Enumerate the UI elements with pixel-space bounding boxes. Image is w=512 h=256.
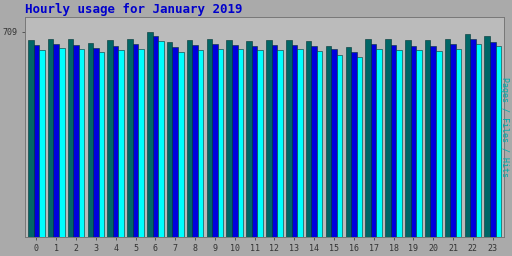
Bar bbox=[187, 40, 193, 237]
Bar bbox=[178, 52, 184, 237]
Bar bbox=[425, 40, 431, 237]
Bar bbox=[496, 46, 501, 237]
Y-axis label: Pages / Files / Hits: Pages / Files / Hits bbox=[500, 77, 509, 177]
Bar bbox=[34, 45, 39, 237]
Bar bbox=[337, 55, 343, 237]
Bar bbox=[391, 45, 396, 237]
Bar bbox=[317, 51, 323, 237]
Bar bbox=[258, 50, 263, 237]
Bar bbox=[476, 44, 481, 237]
Bar bbox=[238, 49, 243, 237]
Bar bbox=[118, 50, 124, 237]
Bar bbox=[456, 49, 461, 237]
Bar bbox=[246, 41, 252, 237]
Bar bbox=[158, 41, 164, 237]
Bar bbox=[79, 49, 84, 237]
Bar bbox=[272, 45, 277, 237]
Bar bbox=[113, 46, 118, 237]
Bar bbox=[226, 40, 232, 237]
Bar bbox=[396, 50, 402, 237]
Bar bbox=[133, 44, 138, 237]
Bar bbox=[445, 39, 450, 237]
Bar bbox=[198, 50, 203, 237]
Bar bbox=[88, 43, 93, 237]
Bar bbox=[127, 39, 133, 237]
Bar bbox=[93, 48, 99, 237]
Bar bbox=[147, 32, 153, 237]
Bar bbox=[39, 50, 45, 237]
Bar bbox=[490, 41, 496, 237]
Bar bbox=[167, 42, 173, 237]
Bar bbox=[405, 40, 411, 237]
Bar bbox=[331, 49, 337, 237]
Bar bbox=[357, 57, 362, 237]
Bar bbox=[53, 44, 59, 237]
Bar bbox=[484, 36, 490, 237]
Bar bbox=[366, 39, 371, 237]
Bar bbox=[68, 39, 73, 237]
Bar bbox=[431, 46, 436, 237]
Bar bbox=[99, 52, 104, 237]
Bar bbox=[450, 44, 456, 237]
Bar bbox=[385, 39, 391, 237]
Bar bbox=[376, 49, 382, 237]
Bar bbox=[297, 49, 303, 237]
Bar bbox=[277, 50, 283, 237]
Bar bbox=[153, 36, 158, 237]
Bar bbox=[326, 46, 331, 237]
Bar bbox=[48, 39, 53, 237]
Bar bbox=[59, 48, 65, 237]
Bar bbox=[207, 39, 212, 237]
Bar bbox=[138, 49, 144, 237]
Bar bbox=[411, 46, 416, 237]
Bar bbox=[232, 45, 238, 237]
Bar bbox=[73, 45, 79, 237]
Bar bbox=[291, 45, 297, 237]
Bar bbox=[351, 52, 357, 237]
Text: Hourly usage for January 2019: Hourly usage for January 2019 bbox=[26, 3, 243, 16]
Bar bbox=[311, 46, 317, 237]
Bar bbox=[28, 40, 34, 237]
Bar bbox=[108, 40, 113, 237]
Bar bbox=[286, 40, 291, 237]
Bar bbox=[346, 47, 351, 237]
Bar bbox=[218, 49, 223, 237]
Bar bbox=[252, 46, 258, 237]
Bar bbox=[212, 44, 218, 237]
Bar bbox=[266, 40, 272, 237]
Bar bbox=[470, 39, 476, 237]
Bar bbox=[371, 44, 376, 237]
Bar bbox=[193, 45, 198, 237]
Bar bbox=[416, 50, 422, 237]
Bar bbox=[173, 47, 178, 237]
Bar bbox=[306, 41, 311, 237]
Bar bbox=[464, 34, 470, 237]
Bar bbox=[436, 51, 441, 237]
